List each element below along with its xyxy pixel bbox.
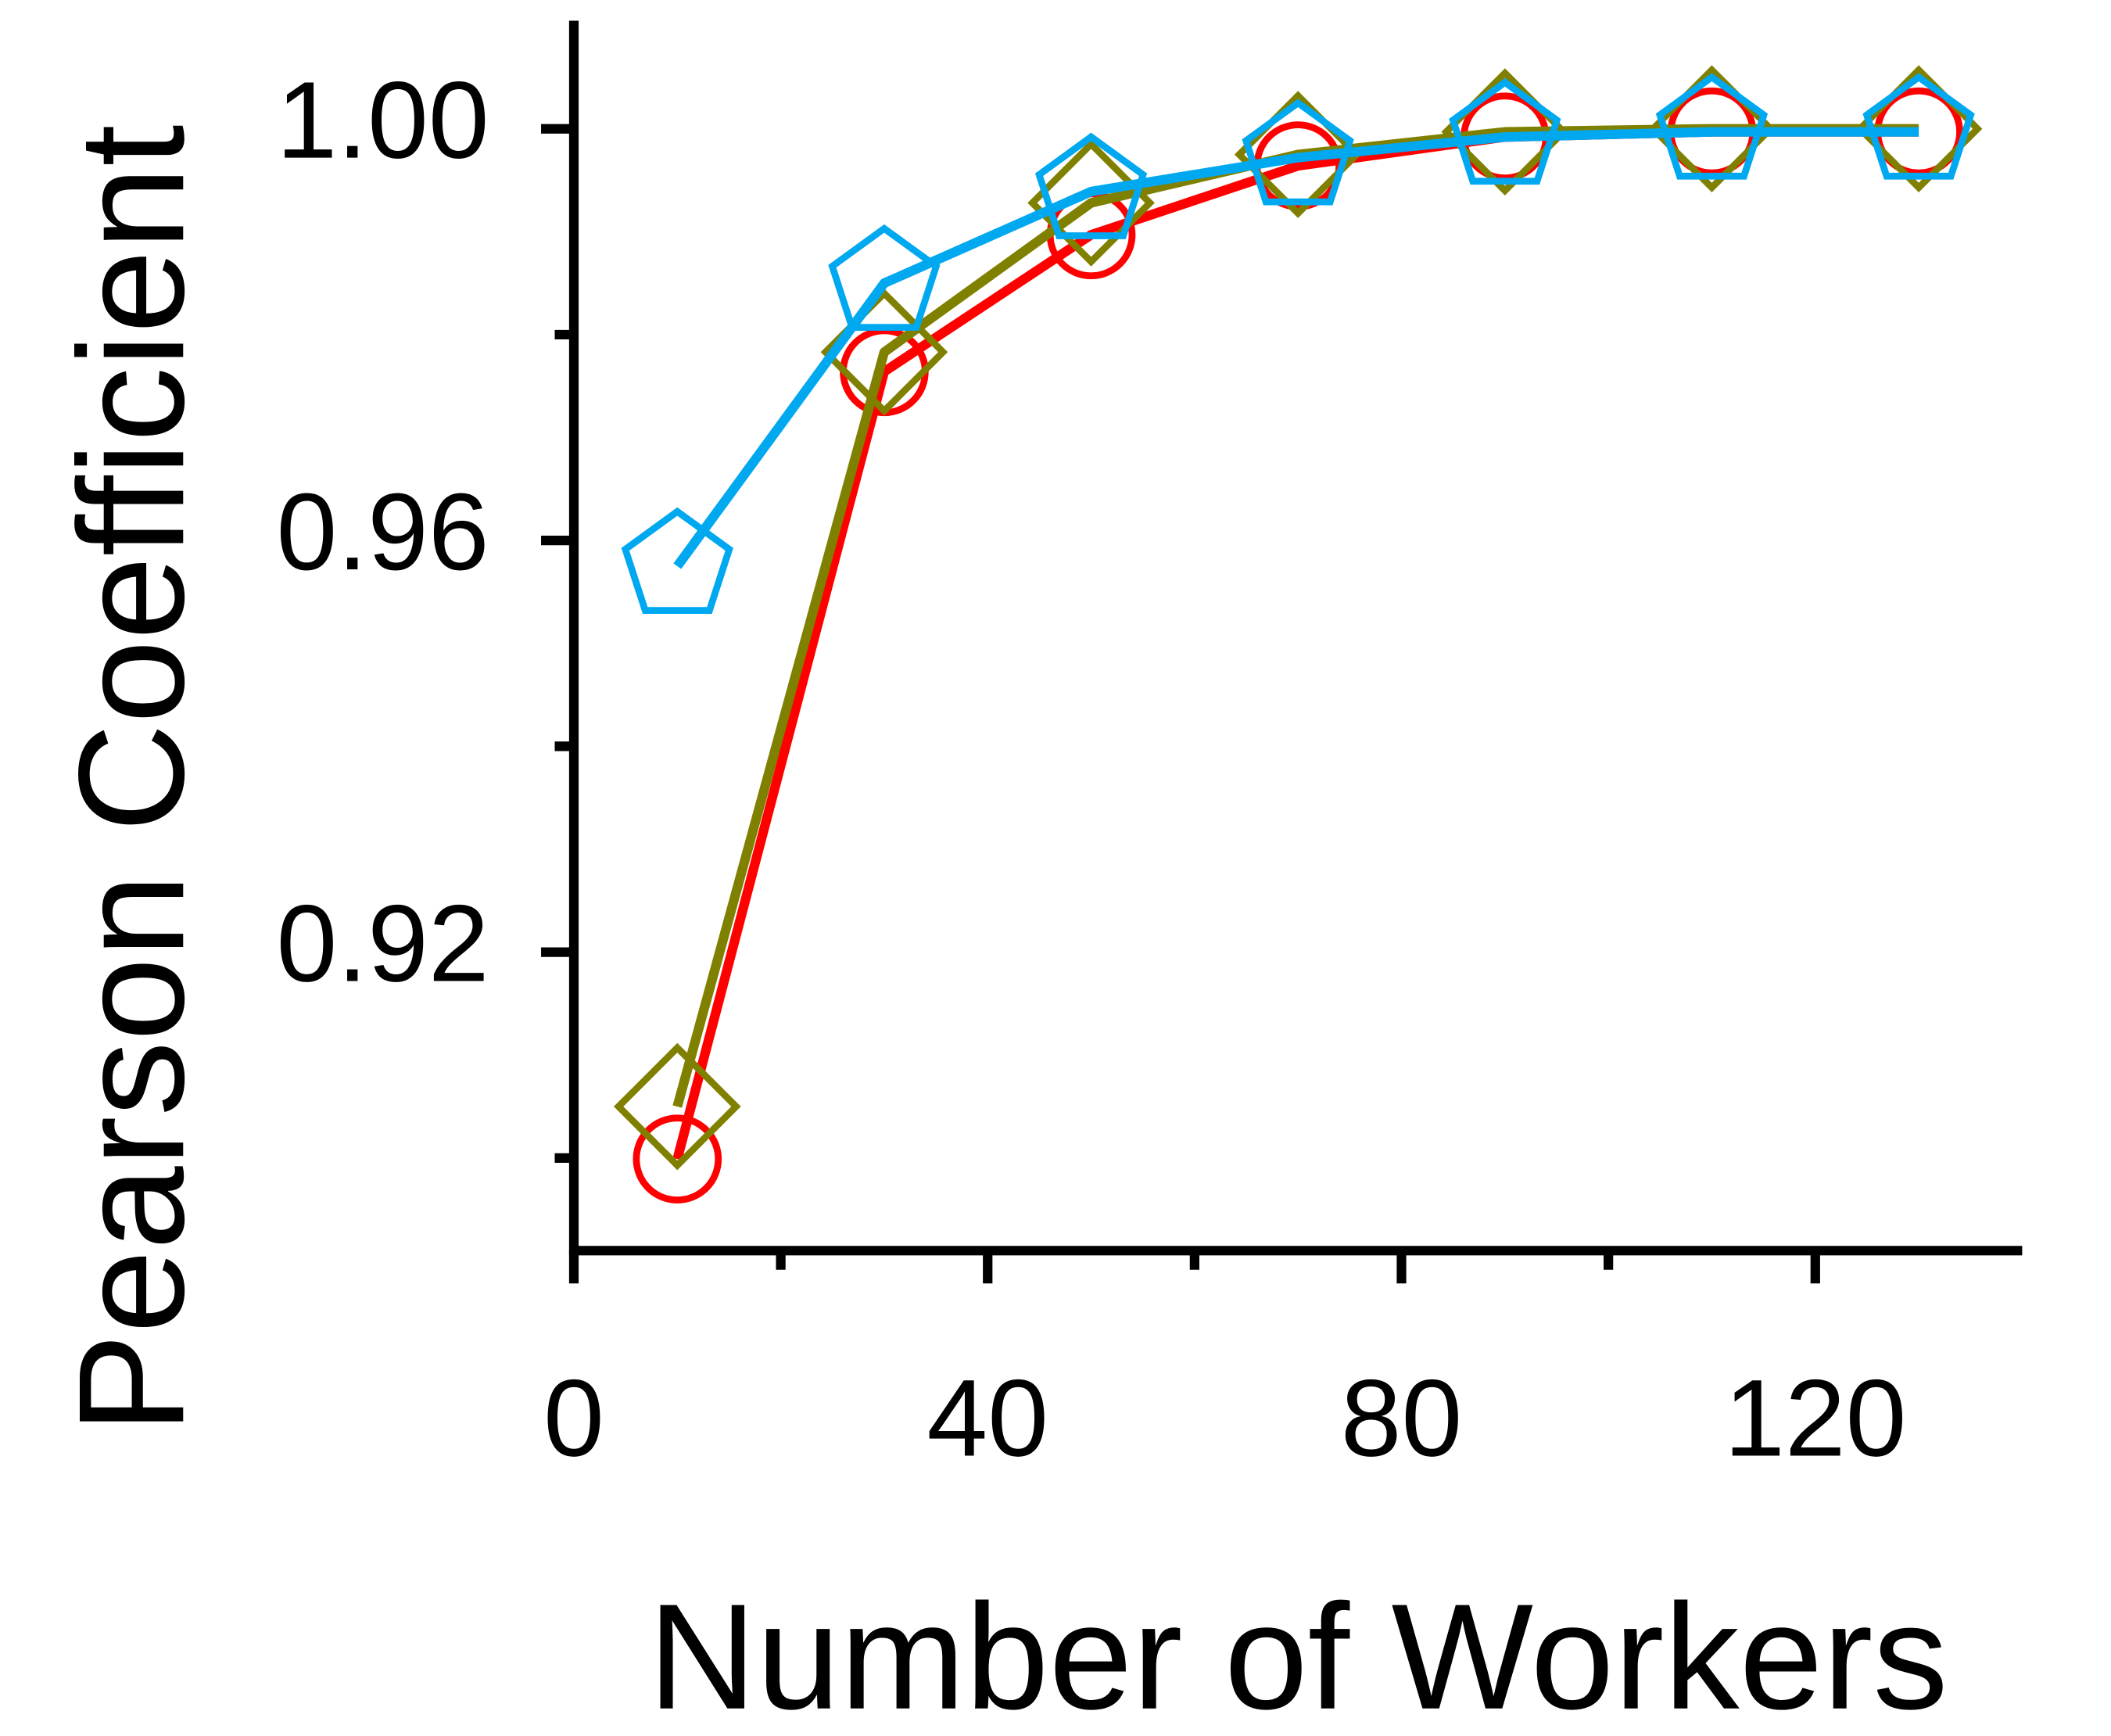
marker	[633, 1114, 722, 1203]
x-tick-label: 120	[1724, 1356, 1906, 1479]
y-tick-label: 1.00	[277, 59, 489, 181]
y-axis-label: Pearson Coefficient	[47, 124, 215, 1433]
y-tick-label: 0.96	[277, 470, 489, 593]
x-tick-label: 0	[543, 1356, 604, 1479]
marker	[828, 224, 941, 332]
marker	[613, 1042, 741, 1171]
marker	[1034, 132, 1148, 239]
marker	[621, 507, 733, 614]
x-tick-label: 80	[1341, 1356, 1463, 1479]
series-line	[672, 124, 1919, 1108]
marker	[1449, 77, 1561, 185]
x-tick-label: 40	[926, 1356, 1048, 1479]
series-line	[672, 127, 1919, 1160]
marker	[1242, 99, 1354, 206]
marker	[1862, 73, 1975, 180]
marker	[1655, 73, 1769, 180]
y-tick-label: 0.92	[277, 882, 489, 1005]
series-line	[673, 127, 1919, 569]
x-axis-label: Number of Workers	[648, 1573, 1948, 1736]
